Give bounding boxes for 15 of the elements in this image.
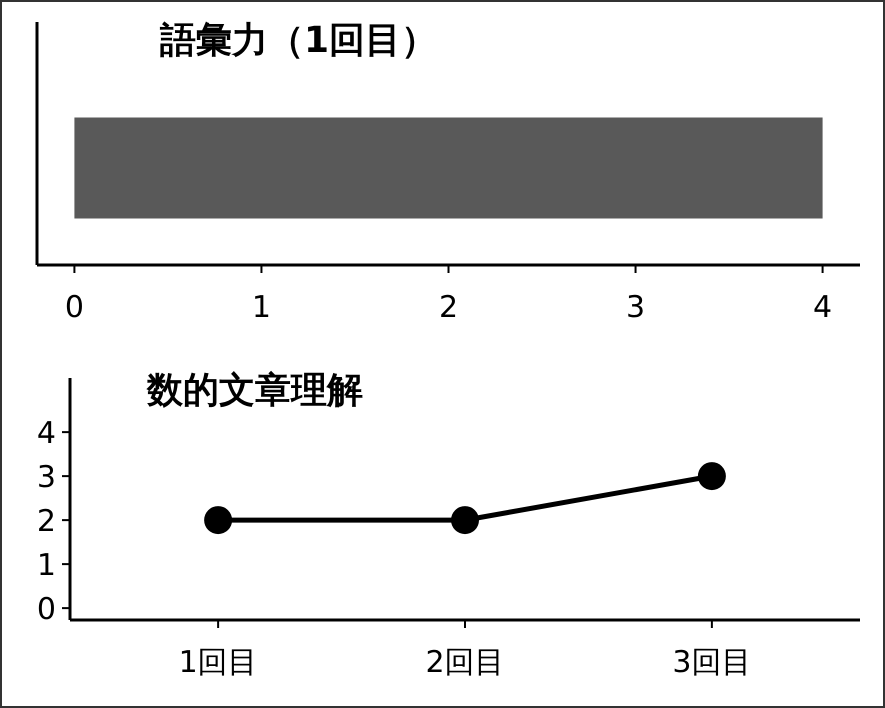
x-tick-label: 3 <box>626 290 646 325</box>
x-tick-label: 4 <box>813 290 832 325</box>
x-tick-label: 0 <box>64 290 84 325</box>
y-tick-label: 0 <box>36 592 56 628</box>
chart-title: 語彙力（1回目） <box>159 20 438 61</box>
y-tick-label: 1 <box>36 548 56 584</box>
x-tick-label: 1回目 <box>178 645 258 680</box>
x-tick-label: 1 <box>252 290 271 325</box>
chart-title: 数的文章理解 <box>146 370 363 411</box>
x-tick-label: 2 <box>438 290 458 325</box>
y-tick-label: 3 <box>36 460 56 496</box>
x-tick-label: 2回目 <box>425 645 505 680</box>
y-tick-label: 4 <box>36 416 56 452</box>
y-tick-label: 2 <box>36 504 56 540</box>
x-tick-label: 3回目 <box>672 645 752 680</box>
